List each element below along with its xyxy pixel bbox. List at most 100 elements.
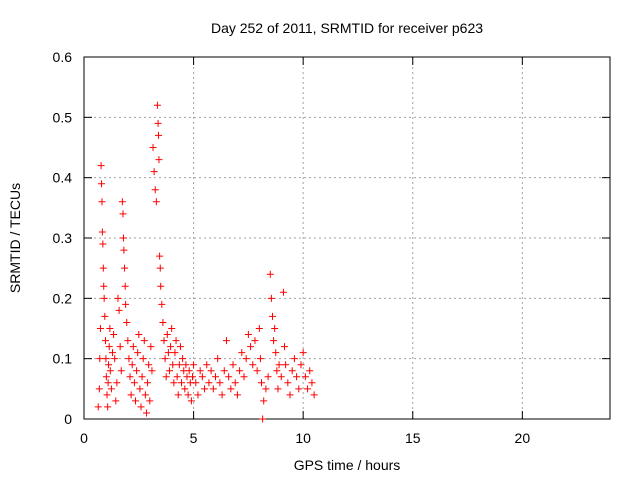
data-point: [286, 391, 294, 399]
data-point: [251, 337, 259, 345]
data-point: [122, 300, 130, 308]
y-tick-label: 0.4: [53, 170, 73, 186]
data-point: [129, 343, 137, 351]
x-tick-label: 15: [405, 430, 421, 446]
plot-frame: [83, 56, 611, 420]
data-point: [94, 403, 102, 411]
data-point: [288, 367, 296, 375]
data-point: [154, 119, 162, 127]
data-point: [236, 367, 244, 375]
x-tick-label: 10: [295, 430, 311, 446]
data-point: [108, 349, 116, 357]
data-point: [114, 294, 122, 302]
x-tick-label: 20: [515, 430, 531, 446]
data-point: [181, 385, 189, 393]
data-point: [308, 379, 316, 387]
data-point: [207, 367, 215, 375]
data-point: [97, 162, 105, 170]
data-point: [144, 379, 152, 387]
data-point: [145, 361, 153, 369]
data-point: [132, 397, 140, 405]
data-point: [209, 385, 217, 393]
data-point: [262, 385, 270, 393]
data-point: [106, 367, 114, 375]
data-point: [229, 361, 237, 369]
data-point: [201, 385, 209, 393]
data-point: [96, 355, 104, 363]
data-point: [304, 385, 312, 393]
data-point: [272, 349, 280, 357]
data-point: [203, 361, 211, 369]
data-point: [160, 337, 168, 345]
data-point: [105, 343, 113, 351]
x-tick-label: 0: [80, 430, 88, 446]
data-point: [185, 367, 193, 375]
data-point: [306, 367, 314, 375]
data-point: [96, 325, 104, 332]
data-point: [98, 228, 106, 236]
data-point: [120, 246, 128, 254]
data-point: [266, 270, 274, 278]
data-point: [165, 367, 173, 375]
data-point: [95, 385, 103, 393]
data-point: [171, 349, 179, 357]
data-point: [100, 282, 108, 290]
data-point: [141, 391, 149, 399]
data-point: [118, 198, 126, 206]
data-point: [157, 282, 165, 290]
data-point: [101, 337, 109, 345]
y-tick-label: 0.6: [53, 49, 73, 65]
data-point: [310, 391, 318, 399]
grid-lines: [84, 57, 610, 419]
data-point: [299, 349, 307, 357]
data-point: [135, 331, 143, 339]
data-point: [151, 186, 159, 194]
data-point: [159, 318, 167, 326]
data-point: [126, 373, 134, 381]
data-point: [277, 373, 285, 381]
y-tick-label: 0.1: [53, 351, 73, 367]
data-point: [231, 379, 239, 387]
data-point: [134, 349, 142, 357]
data-point: [105, 361, 113, 369]
data-point: [205, 379, 213, 387]
data-point: [164, 349, 172, 357]
data-point: [99, 240, 107, 248]
data-point: [198, 373, 206, 381]
data-point: [267, 294, 275, 302]
data-point: [194, 391, 202, 399]
data-point: [187, 397, 195, 405]
data-point: [227, 385, 235, 393]
y-tick-label: 0.2: [53, 290, 73, 306]
data-point: [268, 312, 276, 320]
data-point: [113, 379, 121, 387]
data-point: [127, 391, 135, 399]
data-point: [170, 379, 178, 387]
data-point: [293, 373, 301, 381]
chart-title: Day 252 of 2011, SRMTID for receiver p62…: [211, 20, 483, 36]
data-point: [106, 325, 114, 332]
data-point: [133, 367, 141, 375]
data-point: [264, 373, 272, 381]
data-point: [225, 373, 233, 381]
data-point: [220, 367, 228, 375]
data-point: [238, 349, 246, 357]
data-point: [255, 325, 263, 332]
data-point: [100, 294, 108, 302]
data-point: [196, 367, 204, 375]
data-point: [176, 343, 184, 351]
data-point: [110, 331, 118, 339]
data-point: [218, 391, 226, 399]
data-point: [192, 379, 200, 387]
data-point: [119, 234, 127, 242]
data-point: [148, 367, 156, 375]
data-point: [102, 355, 110, 363]
data-point: [161, 355, 169, 363]
data-point: [140, 337, 148, 345]
data-point: [297, 361, 305, 369]
data-point: [270, 337, 278, 345]
data-point: [281, 343, 289, 351]
data-point: [158, 300, 166, 308]
data-point: [98, 180, 106, 188]
